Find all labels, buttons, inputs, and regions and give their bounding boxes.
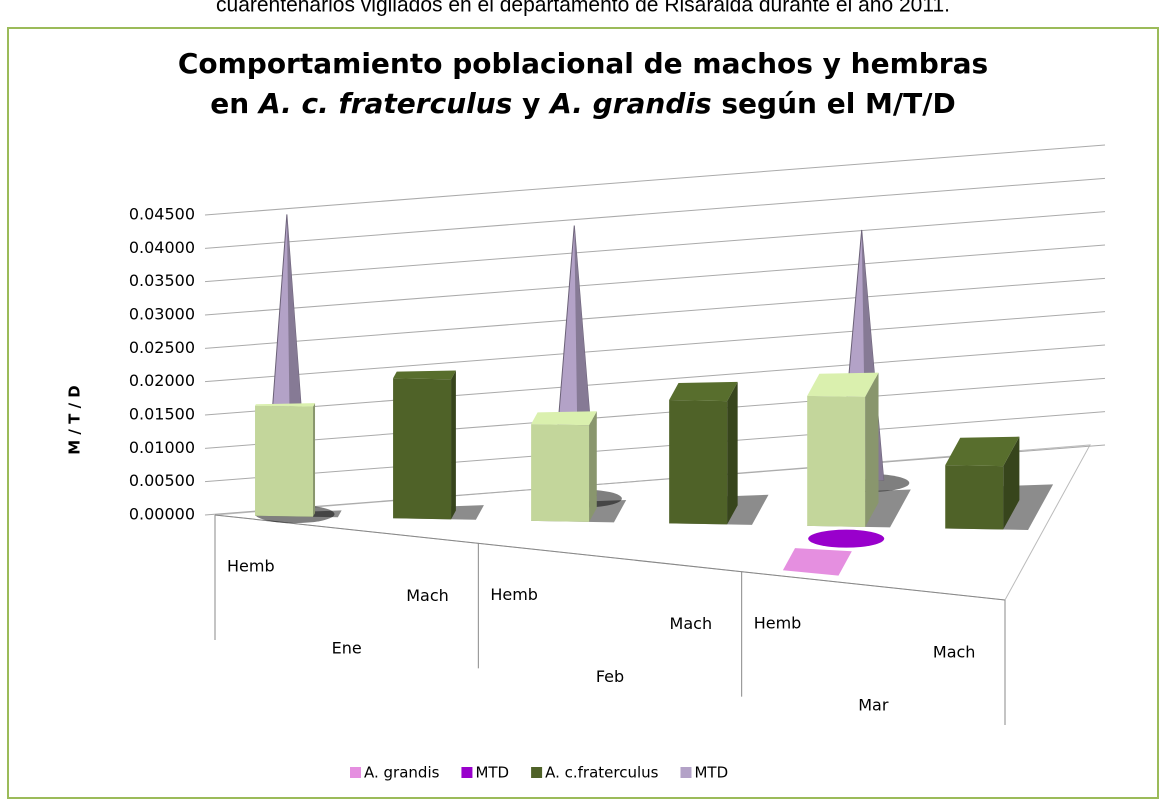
- title-part: en: [210, 87, 259, 120]
- y-axis-title: M / T / D: [66, 385, 84, 454]
- x-tick-label: Mach: [406, 586, 449, 605]
- bar-top: [255, 403, 316, 407]
- y-tick-label: 0.03500: [129, 271, 195, 290]
- bar: [255, 405, 314, 517]
- title-part: Comportamiento poblacional de machos y h…: [178, 47, 988, 80]
- x-tick-label: Hemb: [227, 557, 275, 576]
- bar-side: [727, 381, 738, 525]
- grid-line: [204, 377, 1106, 449]
- y-tick-label: 0.01500: [129, 405, 195, 424]
- legend-label: MTD: [475, 764, 509, 782]
- grid-line: [204, 144, 1106, 216]
- bar-side: [451, 370, 456, 520]
- title-part: según el M/T/D: [712, 87, 956, 120]
- title-part: A. grandis: [548, 87, 712, 120]
- legend-swatch: [680, 767, 692, 778]
- grid-line: [204, 177, 1106, 249]
- y-tick-label: 0.04500: [129, 205, 195, 224]
- bar: [807, 395, 866, 527]
- group-label: Ene: [332, 639, 362, 658]
- bar: [393, 378, 452, 520]
- bar: [782, 548, 852, 576]
- grid-line: [204, 311, 1106, 383]
- grid-line: [204, 244, 1106, 316]
- floor-edge: [214, 514, 1006, 601]
- x-tick-label: Hemb: [754, 613, 802, 632]
- bar-top: [945, 436, 1020, 467]
- legend-label: A. c.fraterculus: [545, 764, 659, 782]
- bar: [531, 424, 590, 522]
- bar-side: [865, 372, 879, 527]
- bar-top: [393, 370, 456, 380]
- legend-label: A. grandis: [364, 764, 440, 782]
- bar-side: [1003, 436, 1020, 530]
- bar-top: [807, 372, 879, 397]
- y-tick-label: 0.03000: [129, 305, 195, 324]
- grid-line: [204, 411, 1106, 483]
- grid-line: [204, 277, 1106, 349]
- y-tick-label: 0.04000: [129, 238, 195, 257]
- caption: cuarentenarios vigilados en el departame…: [216, 0, 950, 17]
- chart-title: Comportamiento poblacional de machos y h…: [178, 47, 988, 80]
- y-tick-label: 0.02000: [129, 371, 195, 390]
- title-part: y: [512, 87, 550, 120]
- group-label: Mar: [858, 695, 889, 714]
- chart-title: en A. c. fraterculus y A. grandis según …: [210, 87, 955, 120]
- x-tick-label: Hemb: [490, 585, 538, 604]
- cylinder: [808, 529, 885, 548]
- bar: [669, 400, 728, 525]
- x-tick-label: Mach: [670, 614, 713, 633]
- x-tick-label: Mach: [933, 642, 976, 661]
- group-label: Feb: [596, 667, 624, 686]
- legend-label: MTD: [694, 764, 728, 782]
- bar-top: [669, 381, 738, 402]
- legend-swatch: [461, 767, 473, 778]
- bar: [945, 465, 1004, 530]
- legend-swatch: [531, 767, 543, 778]
- bar-side: [589, 411, 597, 522]
- legend-swatch: [350, 767, 361, 778]
- title-part: A. c. fraterculus: [257, 87, 512, 120]
- y-tick-label: 0.00500: [129, 471, 195, 490]
- bar-top: [531, 411, 597, 426]
- grid-line: [204, 211, 1106, 283]
- y-tick-label: 0.02500: [129, 338, 195, 357]
- bar-side: [313, 403, 316, 517]
- y-tick-label: 0.00000: [129, 505, 195, 524]
- grid-line: [204, 344, 1106, 416]
- y-tick-label: 0.01000: [129, 438, 195, 457]
